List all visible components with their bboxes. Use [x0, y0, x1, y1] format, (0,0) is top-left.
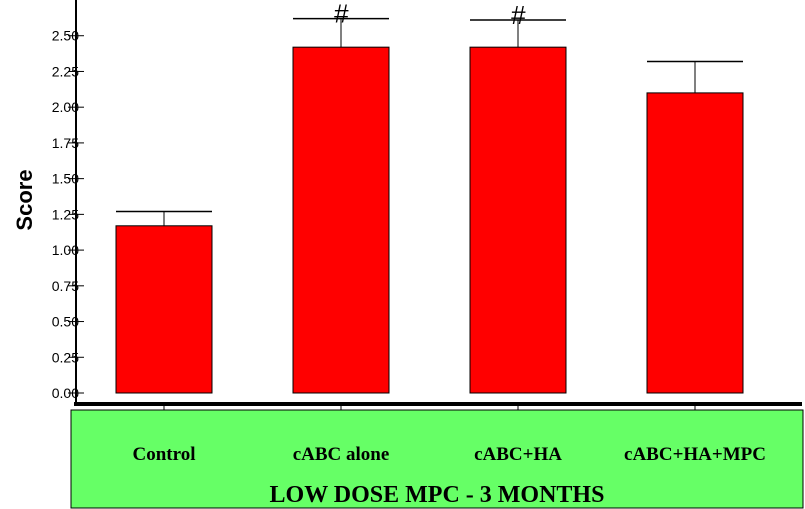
bars — [115, 46, 744, 394]
x-axis-ticks — [163, 404, 696, 410]
significance-mark: # — [511, 0, 526, 30]
y-tick-label: 2.50 — [52, 28, 79, 44]
bar-cabc-ha — [469, 46, 567, 394]
y-axis-ticks: 0.00 0.25 0.50 0.75 1.00 1.25 1.50 1.75 2.00 2.25… — [52, 28, 84, 401]
significance-mark: # — [334, 0, 349, 29]
y-tick-label: 1.25 — [52, 206, 79, 222]
y-tick-label: 1.00 — [52, 242, 79, 258]
y-tick-label: 1.75 — [52, 135, 79, 151]
chart-title: LOW DOSE MPC - 3 MONTHS — [270, 482, 605, 508]
category-label: cABC alone — [293, 444, 390, 465]
annotations: # # — [334, 0, 526, 30]
bar-cabc-ha-mpc — [646, 92, 744, 394]
category-labels: Control cABC alone cABC+HA cABC+HA+MPC — [133, 444, 766, 465]
y-tick-label: 0.50 — [52, 314, 79, 330]
y-tick-label: 0.75 — [52, 278, 79, 294]
bar-cabc-alone — [292, 46, 390, 394]
category-label: cABC+HA+MPC — [624, 444, 766, 465]
category-panel — [70, 409, 804, 509]
y-axis-label: Score — [12, 169, 37, 230]
category-label: Control — [133, 444, 196, 465]
y-tick-label: 0.25 — [52, 349, 79, 365]
bar-control — [115, 225, 213, 394]
y-tick-label: 2.00 — [52, 99, 79, 115]
y-tick-label: 2.25 — [52, 63, 79, 79]
y-tick-label: 1.50 — [52, 171, 79, 187]
error-bars — [116, 17, 743, 226]
category-label: cABC+HA — [474, 444, 562, 465]
y-tick-label: 0.00 — [52, 385, 79, 401]
